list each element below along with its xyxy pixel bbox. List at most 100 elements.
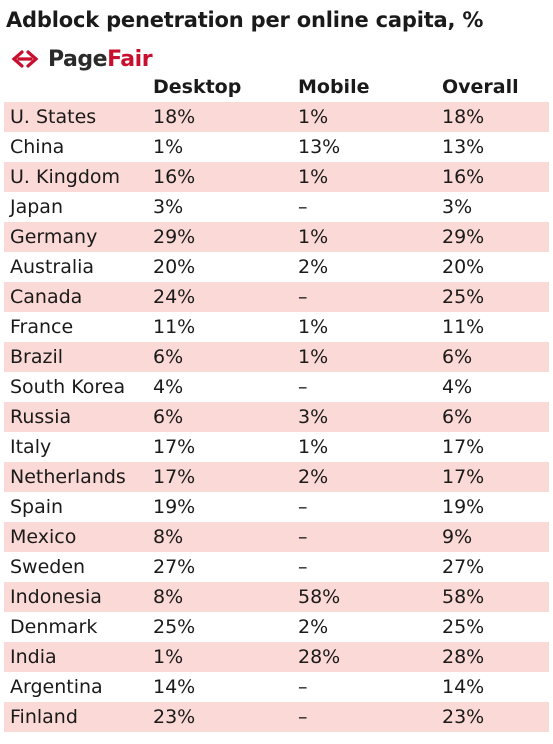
mobile-cell: 2% [298,616,329,638]
country-cell: France [10,316,74,338]
table-row: Mexico 8% – 9% [4,522,549,552]
desktop-cell: 6% [153,346,184,368]
overall-cell: 58% [442,586,485,608]
country-cell: Brazil [10,346,64,368]
overall-cell: 18% [442,106,485,128]
desktop-cell: 17% [153,436,196,458]
country-cell: Russia [10,406,72,428]
mobile-cell: – [298,526,308,548]
table-row: Russia 6% 3% 6% [4,402,549,432]
table-row: Argentina 14% – 14% [4,672,549,702]
mobile-cell: 3% [298,406,329,428]
country-cell: Canada [10,286,83,308]
desktop-cell: 23% [153,706,196,728]
table-row: Brazil 6% 1% 6% [4,342,549,372]
mobile-cell: – [298,556,308,578]
country-cell: Australia [10,256,95,278]
mobile-cell: – [298,706,308,728]
overall-cell: 25% [442,616,485,638]
country-cell: China [10,136,65,158]
table-row: U. Kingdom 16% 1% 16% [4,162,549,192]
country-cell: India [10,646,57,668]
pagefair-logo: PageFair [8,44,153,74]
mobile-cell: 1% [298,346,329,368]
overall-cell: 23% [442,706,485,728]
pagefair-logo-text: PageFair [48,46,153,72]
table-row: U. States 18% 1% 18% [4,102,549,132]
column-header-desktop: Desktop [153,76,242,98]
mobile-cell: 1% [298,226,329,248]
table-row: Indonesia 8% 58% 58% [4,582,549,612]
country-cell: Mexico [10,526,77,548]
table-header-row: Desktop Mobile Overall [4,72,549,102]
country-cell: Germany [10,226,98,248]
overall-cell: 3% [442,196,473,218]
table-row: Finland 23% – 23% [4,702,549,732]
mobile-cell: – [298,676,308,698]
country-cell: South Korea [10,376,126,398]
table-row: Sweden 27% – 27% [4,552,549,582]
country-cell: Italy [10,436,52,458]
mobile-cell: 1% [298,436,329,458]
table-row: Germany 29% 1% 29% [4,222,549,252]
country-cell: Japan [10,196,63,218]
desktop-cell: 11% [153,316,196,338]
column-header-overall: Overall [442,76,519,98]
overall-cell: 4% [442,376,473,398]
country-cell: U. States [10,106,97,128]
mobile-cell: 2% [298,256,329,278]
table-row: Japan 3% – 3% [4,192,549,222]
mobile-cell: – [298,196,308,218]
desktop-cell: 19% [153,496,196,518]
overall-cell: 17% [442,466,485,488]
mobile-cell: – [298,496,308,518]
country-cell: U. Kingdom [10,166,121,188]
desktop-cell: 6% [153,406,184,428]
table-row: South Korea 4% – 4% [4,372,549,402]
country-cell: Indonesia [10,586,102,608]
table-row: Denmark 25% 2% 25% [4,612,549,642]
country-cell: Argentina [10,676,103,698]
mobile-cell: 1% [298,166,329,188]
table-row: China 1% 13% 13% [4,132,549,162]
chart-title: Adblock penetration per online capita, % [6,8,484,32]
table-row: Australia 20% 2% 20% [4,252,549,282]
table-row: Spain 19% – 19% [4,492,549,522]
desktop-cell: 17% [153,466,196,488]
country-cell: Denmark [10,616,98,638]
column-header-mobile: Mobile [298,76,370,98]
adblock-table: Desktop Mobile Overall U. States 18% 1% 18% Chi… [4,72,549,732]
table-row: Netherlands 17% 2% 17% [4,462,549,492]
overall-cell: 25% [442,286,485,308]
overall-cell: 19% [442,496,485,518]
mobile-cell: 13% [298,136,341,158]
overall-cell: 6% [442,406,473,428]
overall-cell: 20% [442,256,485,278]
desktop-cell: 1% [153,136,184,158]
overall-cell: 17% [442,436,485,458]
desktop-cell: 1% [153,646,184,668]
overall-cell: 28% [442,646,485,668]
mobile-cell: 1% [298,316,329,338]
desktop-cell: 14% [153,676,196,698]
desktop-cell: 25% [153,616,196,638]
mobile-cell: 58% [298,586,341,608]
logo-text-page: Page [48,46,108,72]
overall-cell: 9% [442,526,473,548]
desktop-cell: 18% [153,106,196,128]
overall-cell: 16% [442,166,485,188]
mobile-cell: – [298,376,308,398]
desktop-cell: 8% [153,586,184,608]
overall-cell: 29% [442,226,485,248]
table-row: India 1% 28% 28% [4,642,549,672]
desktop-cell: 27% [153,556,196,578]
country-cell: Netherlands [10,466,126,488]
overall-cell: 14% [442,676,485,698]
desktop-cell: 8% [153,526,184,548]
country-cell: Finland [10,706,78,728]
table-row: France 11% 1% 11% [4,312,549,342]
mobile-cell: 28% [298,646,341,668]
desktop-cell: 24% [153,286,196,308]
desktop-cell: 16% [153,166,196,188]
table-row: Canada 24% – 25% [4,282,549,312]
